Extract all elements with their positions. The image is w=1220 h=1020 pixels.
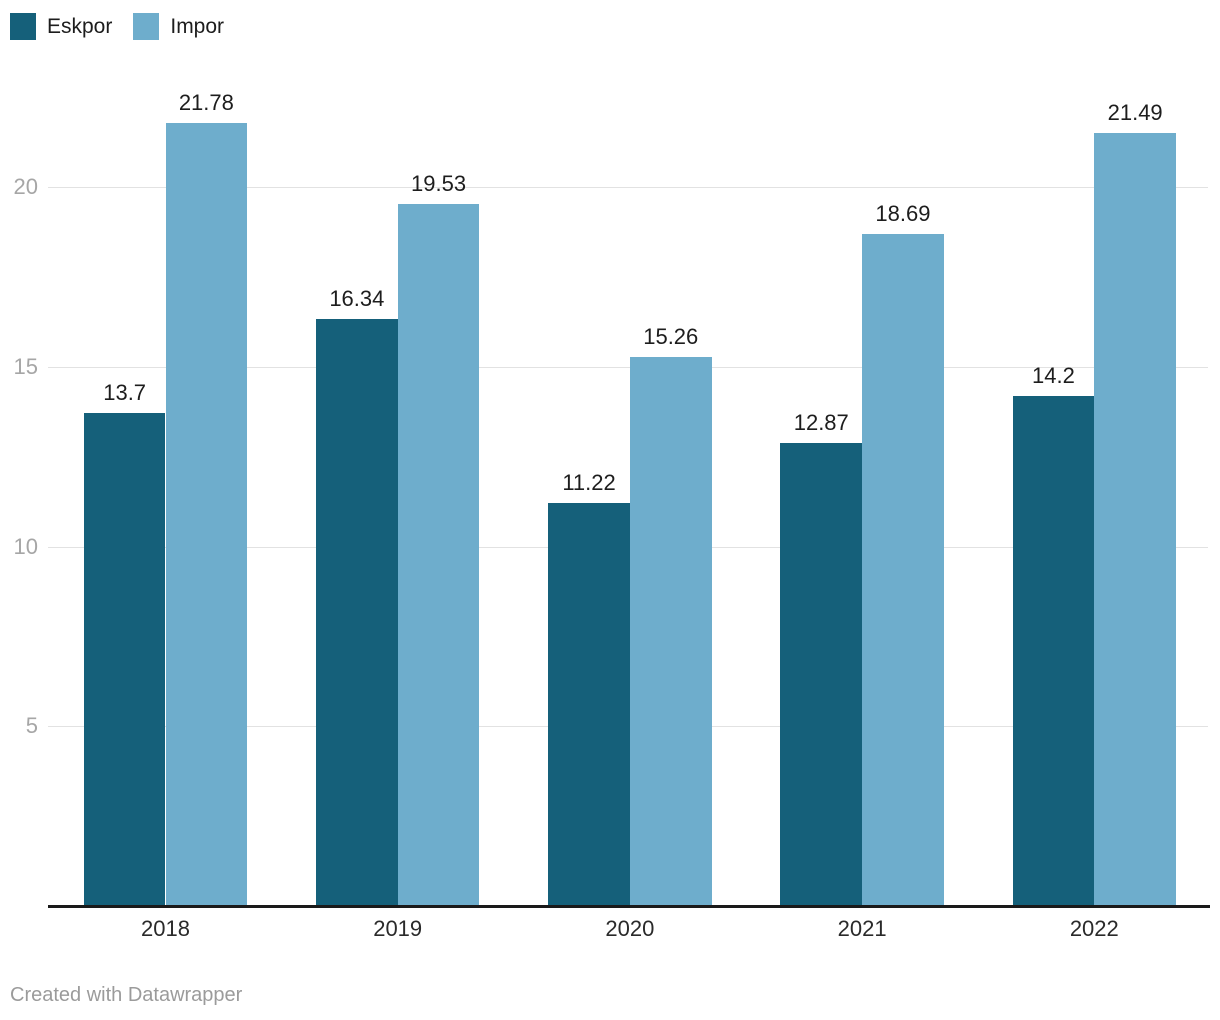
legend-item-impor: Impor [133,13,224,40]
x-axis-line [48,905,1210,908]
x-axis-label-2020: 2020 [605,916,655,941]
legend-swatch-eskpor [10,13,36,40]
legend-label: Impor [170,15,225,38]
value-label-eskpor-2018: 13.7 [103,380,147,406]
plot-area: 5 10 15 20 13.7 21.78 2018 16.34 19.53 2019 11.22 1… [13,90,1210,941]
x-axis-label-2018: 2018 [141,916,190,941]
y-axis-tick-label: 10 [13,533,38,559]
bar-eskpor-2020 [548,502,630,906]
legend-swatch-impor [133,13,160,40]
value-label-impor-2021: 18.69 [875,201,931,227]
value-label-impor-2020: 15.26 [643,324,699,350]
x-axis-label-2021: 2021 [837,916,887,941]
value-label-impor-2019: 19.53 [411,170,467,196]
x-axis-label-2019: 2019 [373,916,423,941]
value-label-impor-2018: 21.78 [178,90,234,115]
gridline-15 [48,366,1208,368]
value-label-eskpor-2019: 16.34 [329,285,385,311]
value-label-eskpor-2020: 11.22 [562,469,616,495]
legend: Eskpor Impor [10,13,245,40]
value-label-eskpor-2022: 14.2 [1032,362,1075,388]
value-label-impor-2022: 21.49 [1107,100,1163,126]
attribution: Created with Datawrapper [10,984,243,1006]
y-axis-tick-label: 5 [25,713,38,739]
bar-eskpor-2018 [83,413,166,906]
gridline-20 [48,187,1208,188]
bar-eskpor-2021 [780,443,863,906]
bar-eskpor-2022 [1012,395,1095,906]
bar-impor-2018 [165,123,248,906]
x-axis-label-2022: 2022 [1069,916,1119,941]
bar-eskpor-2019 [316,318,398,906]
y-axis-tick-label: 20 [13,174,38,199]
bar-impor-2022 [1094,133,1176,906]
bar-impor-2020 [629,357,712,906]
legend-label: Eskpor [47,15,113,38]
y-axis-tick-label: 15 [13,353,38,379]
bar-impor-2021 [862,234,944,906]
value-label-eskpor-2021: 12.87 [793,410,849,436]
bar-impor-2019 [397,203,480,906]
legend-item-eskpor: Eskpor [10,13,112,40]
